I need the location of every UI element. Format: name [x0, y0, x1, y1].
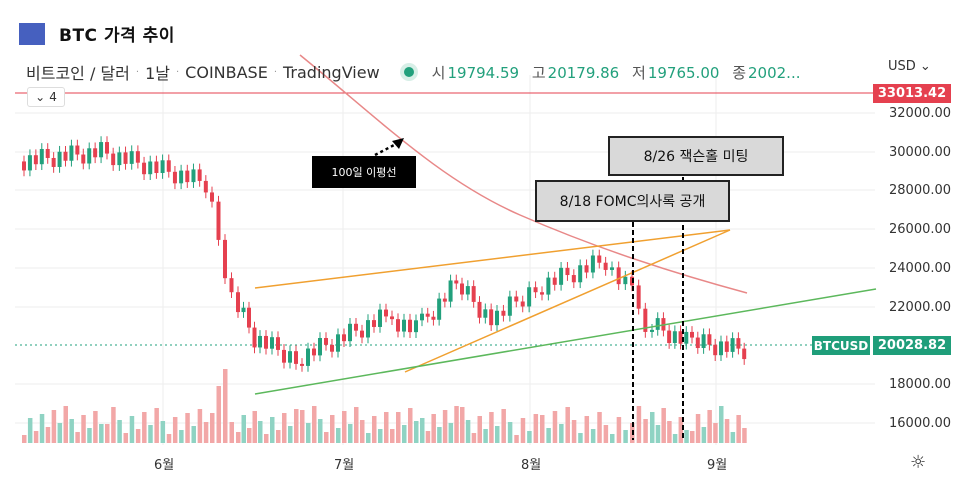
arrow-icon: [392, 138, 404, 149]
y-tick: 28000.00: [889, 183, 952, 198]
indicator-count: 4: [49, 90, 57, 104]
last-price-tag: 20028.82: [873, 336, 951, 355]
high-value: 20179.86: [547, 63, 620, 82]
y-tick: 26000.00: [889, 222, 952, 237]
x-tick: 6월: [154, 458, 175, 473]
settings-icon[interactable]: ☼: [910, 452, 927, 473]
low-label: 저: [632, 63, 646, 82]
title-marker: [19, 22, 45, 45]
resistance-line: [254, 229, 731, 289]
y-tick: 22000.00: [889, 300, 952, 315]
long-support-line: [254, 288, 877, 395]
exchange: COINBASE: [185, 62, 268, 82]
y-tick: 32000.00: [889, 106, 952, 121]
chart-title-bar: BTC 가격 추이: [19, 21, 175, 46]
x-tick: 7월: [334, 458, 355, 473]
y-tick: 30000.00: [889, 145, 952, 160]
high-price-tag: 33013.42: [873, 84, 951, 103]
market-status-icon: [403, 67, 414, 77]
symbol-tag: BTCUSD: [812, 336, 870, 355]
low-value: 19765.00: [647, 63, 720, 82]
x-tick: 8월: [521, 458, 542, 473]
y-tick: 24000.00: [889, 261, 952, 276]
volume-bars: [22, 369, 747, 443]
currency-selector[interactable]: USD ⌄: [888, 59, 931, 74]
event-callout-jackson-hole: 8/26 잭슨홀 미팅: [608, 136, 784, 176]
x-tick: 9월: [707, 458, 728, 473]
high-label: 고: [531, 63, 546, 82]
page-title: BTC 가격 추이: [59, 26, 175, 46]
indicator-collapse-button[interactable]: ⌄ 4: [27, 87, 65, 107]
close-value: 2002...: [748, 63, 801, 82]
interval[interactable]: 1날: [145, 64, 170, 83]
event-callout-fomc: 8/18 FOMC의사록 공개: [535, 180, 730, 222]
ma-annotation: 100일 이평선: [312, 156, 416, 188]
y-tick: 18000.00: [889, 377, 952, 392]
chevron-down-icon: ⌄: [35, 90, 46, 104]
data-source: TradingView: [283, 62, 380, 82]
ma100-line: [299, 54, 748, 294]
open-value: 19794.59: [447, 63, 520, 82]
y-tick: 16000.00: [889, 416, 952, 431]
close-label: 종: [732, 63, 746, 82]
rising-support-line: [404, 229, 731, 373]
symbol-name: 비트코인 / 달러: [26, 64, 130, 83]
symbol-legend[interactable]: 비트코인 / 달러 · 1날 · COINBASE · TradingView …: [26, 60, 808, 84]
open-label: 시: [431, 63, 446, 82]
